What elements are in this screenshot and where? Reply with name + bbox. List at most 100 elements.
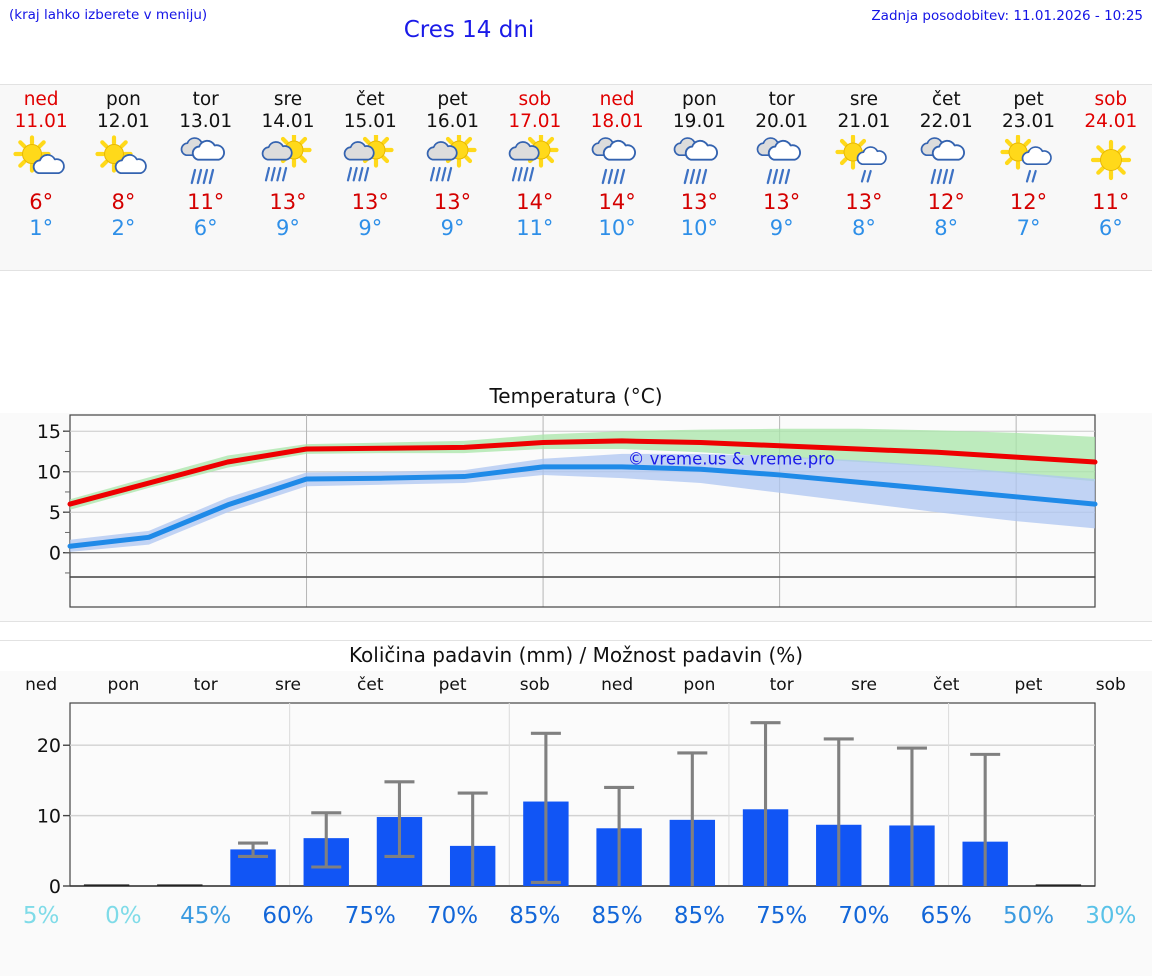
day-date: 11.01 (14, 111, 68, 132)
precip-probability: 5% (22, 903, 60, 929)
day-date: 24.01 (1084, 111, 1138, 132)
day-column[interactable]: sob 17.01 14° 11° (494, 85, 576, 270)
temp-min: 2° (111, 216, 136, 240)
day-column[interactable]: čet 15.01 13° 9° (329, 85, 411, 270)
temp-max: 14° (516, 190, 554, 214)
precip-probability: 65% (920, 903, 972, 929)
precipitation-chart-block: Količina padavin (mm) / Možnost padavin … (0, 640, 1152, 976)
temp-min: 8° (852, 216, 876, 240)
day-column[interactable]: pon 12.01 8° 2° (82, 85, 164, 270)
day-name: čet (931, 89, 961, 110)
svg-text:© vreme.us & vreme.pro: © vreme.us & vreme.pro (628, 449, 835, 468)
precip-probability: 45% (180, 903, 232, 929)
cloud-rain-icon (915, 135, 977, 187)
temp-min: 6° (193, 216, 218, 240)
precip-probability: 30% (1085, 903, 1137, 929)
precip-bar (1035, 884, 1082, 886)
sun-cloud-rain-icon (257, 135, 319, 187)
precip-day-label: tor (193, 675, 218, 695)
day-name: ned (23, 89, 59, 110)
temp-min: 9° (358, 216, 383, 240)
cloud-rain-icon (668, 135, 730, 187)
svg-text:20: 20 (37, 735, 61, 757)
day-column[interactable]: pon 19.01 13° 10° (658, 85, 740, 270)
precip-day-label: pet (1014, 675, 1043, 695)
day-name: sre (849, 89, 879, 110)
temp-max: 11° (1092, 190, 1130, 214)
sun-cloud-icon (92, 135, 154, 187)
day-date: 17.01 (508, 111, 562, 132)
precip-day-label: čet (357, 675, 384, 695)
last-update-text: Zadnja posodobitev: 11.01.2026 - 10:25 (871, 8, 1143, 24)
precip-day-label: ned (601, 675, 634, 695)
day-column[interactable]: sob 24.01 11° 6° (1070, 85, 1152, 270)
temp-max: 13° (680, 190, 718, 214)
precip-day-label: pon (683, 675, 716, 695)
svg-text:5: 5 (49, 502, 61, 524)
day-date: 13.01 (179, 111, 233, 132)
temp-max: 13° (763, 190, 801, 214)
sun-cloud-rain-icon (339, 135, 401, 187)
precip-probability: 75% (344, 903, 396, 929)
day-name: pet (437, 89, 468, 110)
day-column[interactable]: ned 11.01 6° 1° (0, 85, 82, 270)
day-date: 12.01 (96, 111, 150, 132)
sun-icon (1080, 135, 1142, 187)
precip-day-label: tor (769, 675, 794, 695)
day-column[interactable]: čet 22.01 12° 8° (905, 85, 987, 270)
day-column[interactable]: sre 14.01 13° 9° (247, 85, 329, 270)
temp-max: 11° (187, 190, 225, 214)
day-date: 15.01 (343, 111, 397, 132)
precip-day-label: sre (275, 675, 301, 695)
precip-day-label: ned (25, 675, 58, 695)
precip-day-label: pet (438, 675, 467, 695)
day-date: 21.01 (837, 111, 891, 132)
precip-day-label: čet (932, 675, 960, 695)
svg-text:10: 10 (37, 806, 61, 828)
temp-min: 9° (276, 216, 300, 240)
day-name: pet (1013, 89, 1044, 110)
day-name: tor (192, 89, 219, 110)
temp-min: 7° (1016, 216, 1041, 240)
day-column[interactable]: pet 23.01 12° 7° (987, 85, 1069, 270)
page-header: (kraj lahko izberete v meniju) Cres 14 d… (0, 0, 1152, 62)
day-name: tor (768, 89, 795, 110)
precipitation-probability-row: 5% 0% 45% 60% 75% 70% 85% 85% 85% 75% 70% 65% 50% 30% (0, 899, 1152, 939)
day-name: pon (106, 89, 141, 110)
temp-min: 10° (598, 216, 636, 240)
day-name: sob (518, 89, 552, 110)
day-date: 20.01 (755, 111, 809, 132)
temp-max: 8° (111, 190, 136, 214)
sun-cloud-rain-light-icon (998, 135, 1060, 187)
precip-probability: 70% (426, 903, 479, 929)
day-column[interactable]: pet 16.01 13° 9° (411, 85, 493, 270)
temp-max: 13° (351, 190, 389, 214)
day-column[interactable]: tor 13.01 11° 6° (165, 85, 247, 270)
sun-cloud-rain-icon (422, 135, 484, 187)
sun-cloud-rain-light-icon (833, 135, 895, 187)
precip-bar (157, 884, 203, 886)
temperature-chart: 0 5 10 15 © vreme.us & vreme.pro (0, 383, 1152, 621)
temp-max: 12° (927, 190, 965, 214)
temp-min: 1° (29, 216, 54, 240)
precipitation-day-labels: ned pon tor sre čet pet sob ned pon tor sre čet pet s… (0, 673, 1152, 699)
day-name: čet (355, 89, 385, 110)
day-name: sob (1094, 89, 1128, 110)
day-column[interactable]: ned 18.01 14° 10° (576, 85, 658, 270)
precip-bar (83, 884, 130, 886)
day-name: pon (681, 89, 717, 110)
precipitation-chart: 0 10 20 (0, 699, 1152, 914)
precip-probability: 75% (756, 903, 808, 929)
day-column[interactable]: tor 20.01 13° 9° (741, 85, 823, 270)
precipitation-chart-title: Količina padavin (mm) / Možnost padavin … (0, 641, 1152, 671)
cloud-rain-icon (586, 135, 648, 187)
temp-min: 9° (440, 216, 465, 240)
temp-min: 10° (680, 216, 718, 240)
day-date: 22.01 (919, 111, 973, 132)
daily-forecast-strip: ned 11.01 6° 1° pon 12.01 8° 2° tor 13.01 11° 6°… (0, 84, 1152, 271)
day-column[interactable]: sre 21.01 13° 8° (823, 85, 905, 270)
temp-max: 13° (269, 190, 307, 214)
page-title: Cres 14 dni (403, 17, 535, 43)
temp-min: 6° (1098, 216, 1123, 240)
precip-probability: 60% (262, 903, 314, 929)
